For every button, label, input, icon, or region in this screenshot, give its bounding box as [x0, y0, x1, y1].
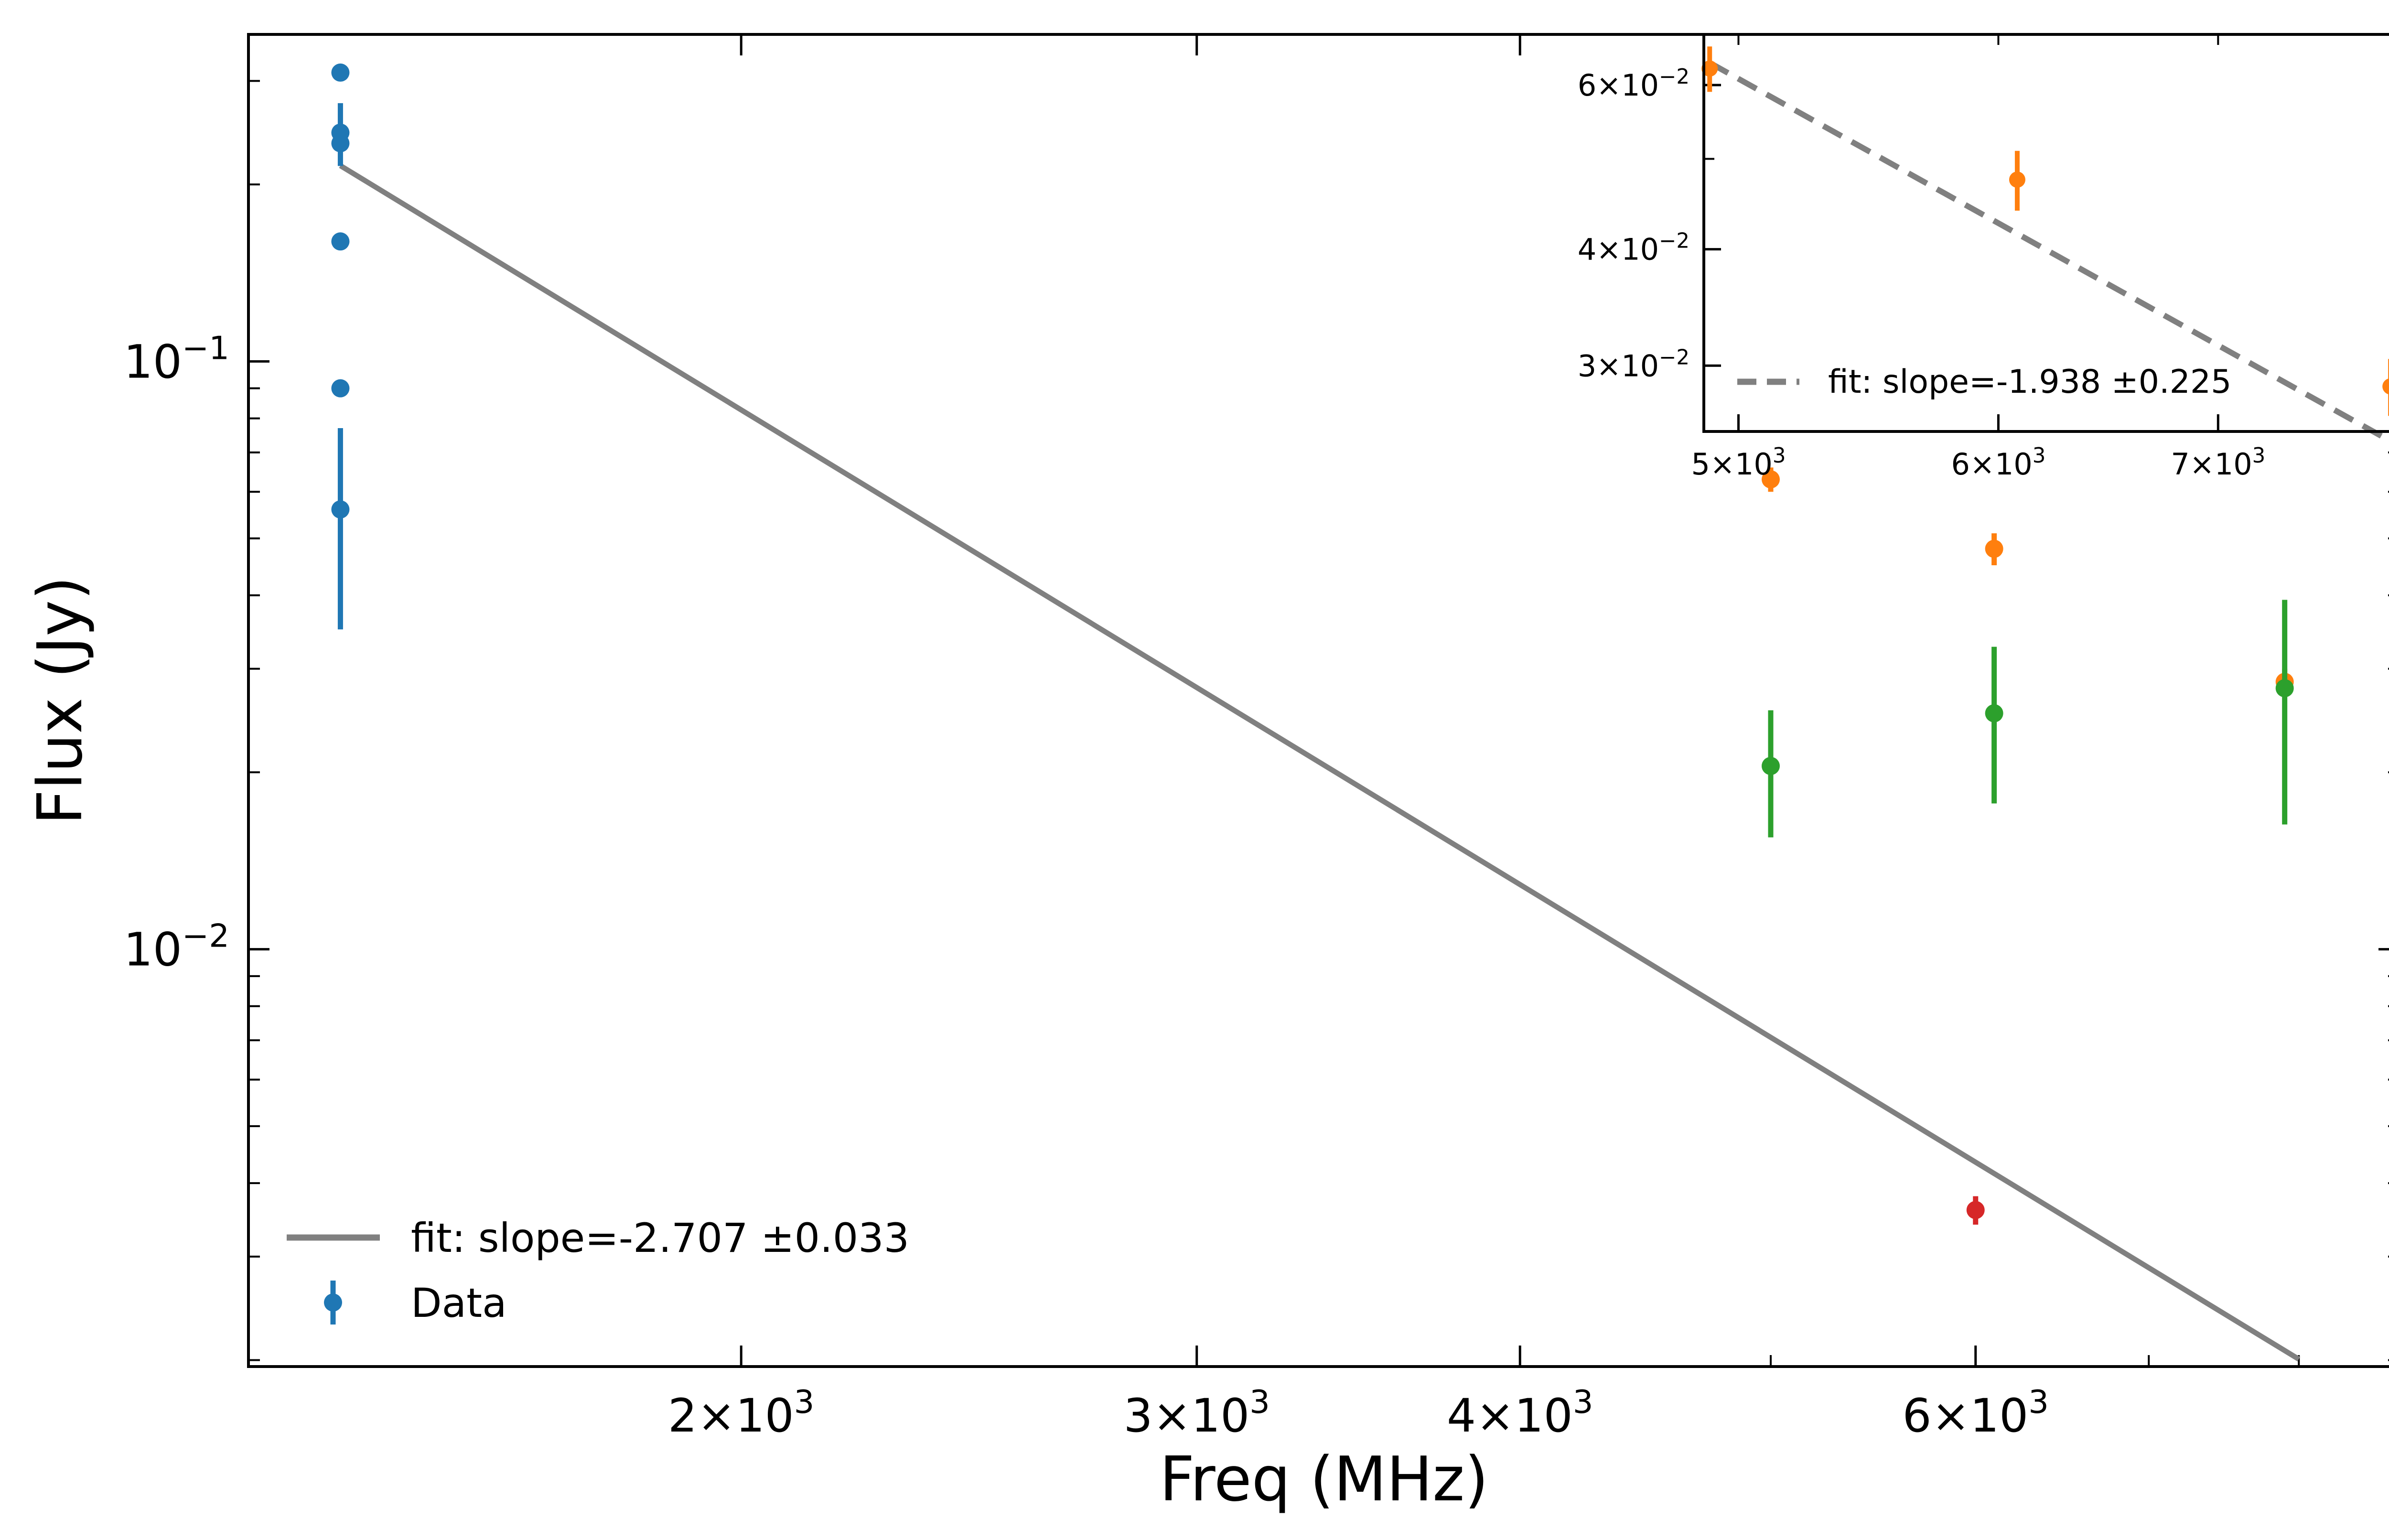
inset-orange-point: [2382, 378, 2389, 395]
main-blue-point: [331, 63, 350, 82]
inset-orange-point: [2009, 171, 2025, 188]
main-blue-point: [331, 379, 350, 398]
x-tick-label: 3×103: [1124, 1383, 1270, 1443]
inset-background: [1704, 34, 2389, 431]
main-green-point: [1761, 757, 1780, 775]
inset-legend-fit-label: fit: slope=-1.938 ±0.225: [1828, 363, 2231, 401]
main-orange-point: [1985, 539, 2003, 558]
main-red-point: [1966, 1201, 1985, 1219]
inset-orange-point: [1701, 60, 1718, 77]
main-green-point: [2275, 679, 2294, 698]
legend-data-label: Data: [411, 1280, 507, 1326]
main-data-points: [331, 63, 2294, 1225]
x-axis-label: Freq (MHz): [1160, 1444, 1489, 1515]
legend-data-marker: [324, 1293, 342, 1312]
main-fit-line: [339, 163, 2301, 1362]
main-legend: fit: slope=-2.707 ±0.033 Data: [287, 1215, 909, 1326]
main-plot-frame: [247, 33, 2389, 1368]
inset-x-tick-label: 6×103: [1951, 444, 2045, 482]
x-tick-label: 2×103: [668, 1383, 814, 1443]
y-axis-label: Flux (Jy): [25, 576, 96, 825]
main-orange-point: [1761, 470, 1780, 489]
inset-data-points: [1701, 46, 2389, 416]
x-tick-label: 4×103: [1447, 1383, 1593, 1443]
legend-fit-label: fit: slope=-2.707 ±0.033: [411, 1215, 909, 1261]
inset-plot-frame: [1702, 33, 2389, 433]
x-tick-label: 6×103: [1903, 1383, 2049, 1443]
main-green-point: [1985, 704, 2003, 722]
inset-legend: fit: slope=-1.938 ±0.225: [1737, 363, 2231, 401]
main-fit-line-layer: [339, 163, 2301, 1362]
main-blue-point: [331, 500, 350, 519]
main-blue-point: [331, 134, 350, 152]
inset-x-tick-label: 7×103: [2171, 444, 2265, 482]
main-blue-point: [331, 232, 350, 251]
inset-x-tick-label: 5×103: [1691, 444, 1786, 482]
